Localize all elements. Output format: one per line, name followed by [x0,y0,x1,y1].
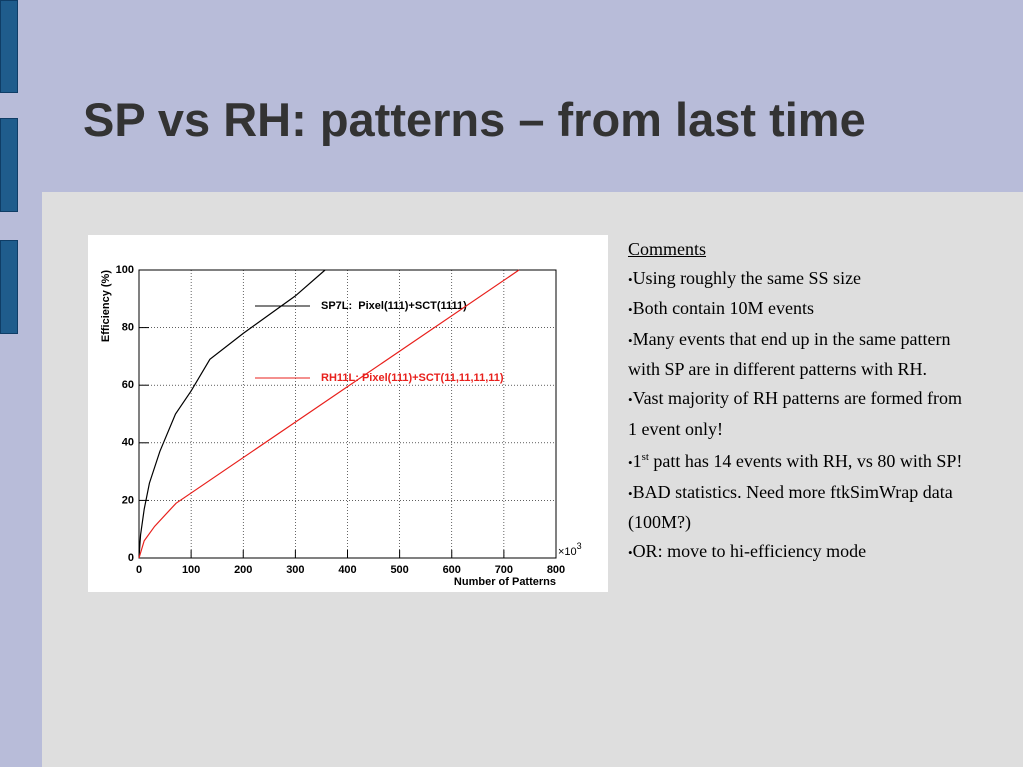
comment-item: OR: move to hi-efficiency mode [628,537,963,568]
x-tick-label: 700 [495,564,513,576]
y-tick-label: 0 [128,552,134,564]
comment-item: Both contain 10M events [628,294,963,325]
x-tick-label: 0 [136,564,142,576]
comment-item: Vast majority of RH patterns are formed … [628,384,963,443]
comment-text: 1 [632,451,642,472]
comment-text: Many events that end up in the same patt… [628,328,951,380]
legend-label: RH11L: Pixel(111)+SCT(11,11,11,11) [321,372,504,384]
plot-frame [138,269,557,559]
chart: 0 20 40 60 80 100 0 100 200 300 400 500 600 700 800Num… [100,264,582,588]
x-axis-title: Number of Patterns [454,576,556,588]
x-multiplier-base: ×10 [558,546,577,558]
chart-panel: 0 20 40 60 80 100 0 100 200 300 400 500 600 700 800 Num… [88,235,608,592]
x-tick-label: 100 [182,564,200,576]
comment-text: Both contain 10M events [632,298,815,319]
y-tick-label: 80 [122,322,134,334]
x-tick-label: 400 [338,564,356,576]
x-tick-label: 500 [390,564,408,576]
y-tick-label: 40 [122,437,134,449]
y-axis-title: Efficiency (%) [100,270,112,342]
y-tick-label: 60 [122,379,134,391]
comments-heading: Comments [628,239,707,259]
comment-text: patt has 14 events with RH, vs 80 with S… [648,451,963,472]
y-tick-label: 20 [122,494,134,506]
comment-item: Using roughly the same SS size [628,264,963,295]
comment-text: Vast majority of RH patterns are formed … [628,387,962,439]
comment-text: OR: move to hi-efficiency mode [632,540,867,561]
x-multiplier-exponent: 3 [577,541,582,551]
comment-text: BAD statistics. Need more ftkSimWrap dat… [628,481,953,533]
comment-item: 1st patt has 14 events with RH, vs 80 wi… [628,443,963,478]
y-tick-label: 100 [116,264,134,276]
series-line [138,269,326,559]
slide-title: SP vs RH: patterns – from last time [83,93,866,146]
comments: Comments Using roughly the same SS size B… [628,235,963,568]
comment-item: Many events that end up in the same patt… [628,325,963,384]
x-tick-label: 800 [547,564,565,576]
comment-sup: st [641,451,649,464]
decor-bar [0,118,18,212]
comment-item: BAD statistics. Need more ftkSimWrap dat… [628,478,963,537]
decor-bar [0,0,18,93]
series-line [138,269,520,559]
x-tick-label: 600 [443,564,461,576]
x-tick-label: 300 [286,564,304,576]
comment-text: Using roughly the same SS size [632,267,862,288]
x-tick-label: 200 [234,564,252,576]
x-multiplier: ×103 [558,541,582,558]
legend-label: SP7L: Pixel(111)+SCT(1111) [321,300,467,312]
decor-bar [0,240,18,334]
